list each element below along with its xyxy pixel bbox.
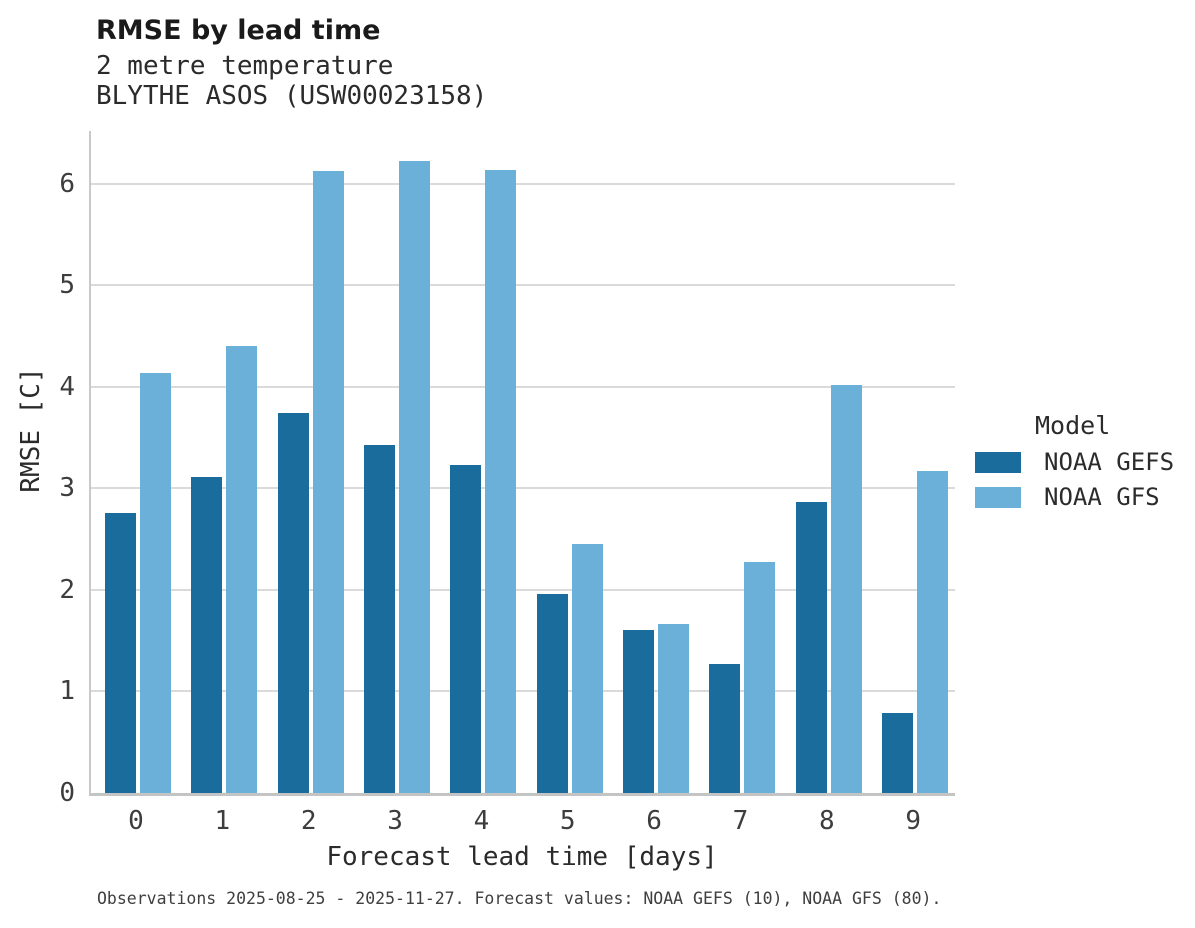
bar-noaa-gfs-lead-7 <box>744 561 776 793</box>
x-tick-label-7: 7 <box>732 806 749 836</box>
bar-noaa-gfs-lead-9 <box>917 471 949 793</box>
x-tick-label-1: 1 <box>214 806 231 836</box>
y-tick-label-0: 0 <box>59 778 75 808</box>
bar-noaa-gefs-lead-3 <box>364 444 396 793</box>
plot-area <box>89 131 955 796</box>
gridline-y-5 <box>91 284 955 287</box>
chart-subtitle-line-2: BLYTHE ASOS (USW00023158) <box>96 81 488 111</box>
bar-noaa-gefs-lead-4 <box>450 465 482 793</box>
x-tick-label-9: 9 <box>905 806 921 836</box>
y-tick-label-1: 1 <box>59 676 75 707</box>
bar-noaa-gfs-lead-4 <box>485 169 517 793</box>
x-tick-label-2: 2 <box>300 806 317 836</box>
bar-noaa-gefs-lead-1 <box>191 477 223 793</box>
x-tick-label-0: 0 <box>128 806 144 836</box>
bar-noaa-gfs-lead-6 <box>658 624 690 793</box>
legend-swatch-noaa-gefs <box>975 452 1021 473</box>
y-tick-label-4: 4 <box>59 371 75 402</box>
legend-title: Model <box>1035 411 1111 440</box>
y-tick-label-2: 2 <box>59 574 75 605</box>
x-tick-label-6: 6 <box>646 806 662 836</box>
bar-noaa-gefs-lead-0 <box>105 512 136 793</box>
bar-noaa-gefs-lead-2 <box>277 413 309 793</box>
bar-noaa-gefs-lead-7 <box>709 664 741 793</box>
gridline-y-3 <box>91 487 955 490</box>
x-tick-label-8: 8 <box>818 806 835 836</box>
bar-noaa-gfs-lead-5 <box>571 544 603 793</box>
gridline-y-4 <box>91 385 955 388</box>
legend-label-noaa-gefs: NOAA GEFS <box>1044 448 1175 476</box>
bar-noaa-gefs-lead-5 <box>536 594 568 793</box>
bar-noaa-gfs-lead-1 <box>226 346 258 793</box>
y-tick-label-5: 5 <box>59 270 75 301</box>
bar-noaa-gfs-lead-0 <box>140 372 171 793</box>
gridline-y-6 <box>91 182 955 185</box>
chart-subtitle-line-1: 2 metre temperature <box>96 51 394 81</box>
caption: Observations 2025-08-25 - 2025-11-27. Fo… <box>97 889 942 908</box>
gridline-y-1 <box>91 690 955 693</box>
chart-title: RMSE by lead time <box>96 15 381 46</box>
x-tick-label-4: 4 <box>473 806 490 836</box>
x-axis-label: Forecast lead time [days] <box>326 842 718 872</box>
x-tick-label-5: 5 <box>559 806 576 836</box>
bar-noaa-gfs-lead-8 <box>830 384 862 793</box>
bar-noaa-gfs-lead-2 <box>312 170 344 793</box>
bar-noaa-gefs-lead-8 <box>795 501 827 793</box>
y-tick-label-3: 3 <box>59 473 75 504</box>
legend-label-noaa-gfs: NOAA GFS <box>1044 483 1160 511</box>
x-tick-label-3: 3 <box>387 806 403 836</box>
legend-item-noaa-gfs: NOAA GFS <box>975 485 1160 510</box>
bar-noaa-gefs-lead-6 <box>623 629 655 793</box>
legend-swatch-noaa-gfs <box>975 487 1021 508</box>
bar-noaa-gfs-lead-3 <box>399 161 431 793</box>
bar-noaa-gefs-lead-9 <box>882 712 914 793</box>
legend-item-noaa-gefs: NOAA GEFS <box>975 450 1174 475</box>
gridline-y-2 <box>91 588 955 591</box>
y-tick-label-6: 6 <box>59 168 75 199</box>
